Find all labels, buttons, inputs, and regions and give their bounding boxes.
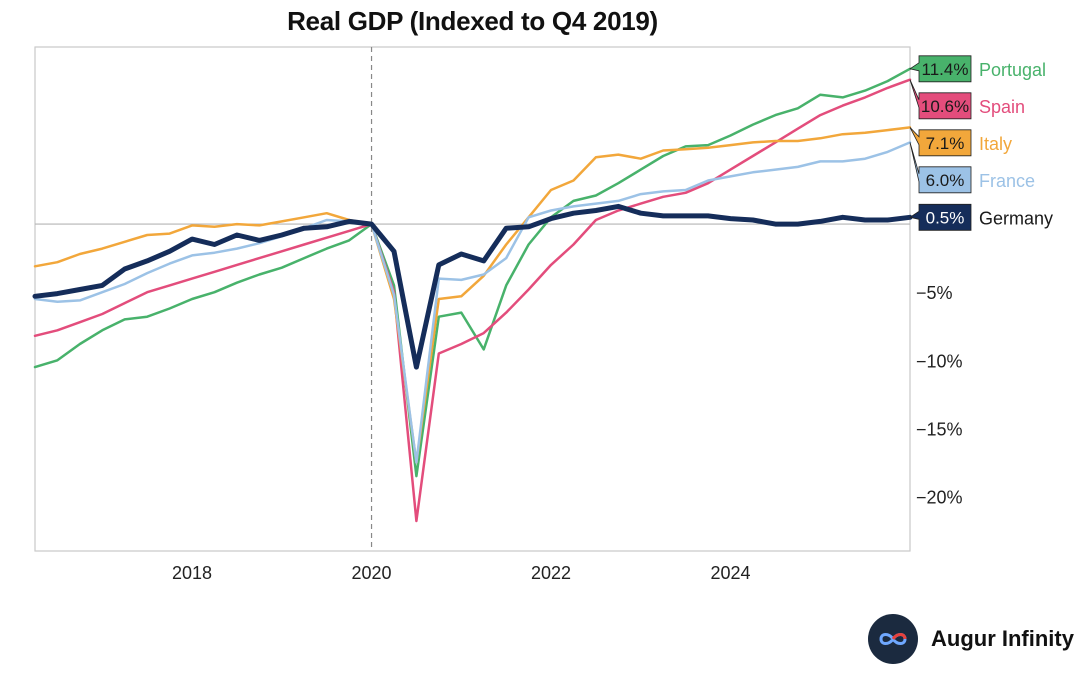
chart-title: Real GDP (Indexed to Q4 2019) (287, 6, 658, 36)
end-value-tag-italy (909, 127, 972, 157)
end-value-tag-spain (909, 79, 972, 120)
end-value-label: 0.5% (926, 208, 965, 227)
brand-name: Augur Infinity (931, 626, 1074, 651)
end-value-label: 7.1% (926, 134, 965, 153)
x-tick-label: 2020 (352, 563, 392, 583)
end-value-tag-germany (908, 203, 972, 231)
end-value-tag-portugal (908, 55, 972, 83)
legend-label-france: France (979, 171, 1035, 191)
series-line-portugal (33, 67, 912, 478)
y-tick-label: −10% (916, 351, 963, 371)
legend-label-portugal: Portugal (979, 60, 1046, 80)
y-tick-label: −15% (916, 419, 963, 439)
series-line-italy (33, 126, 912, 464)
y-tick-label: −20% (916, 488, 963, 508)
y-tick-label: −5% (916, 283, 953, 303)
series-line-germany (32, 203, 913, 370)
series-line-spain (33, 78, 912, 523)
legend-label-italy: Italy (979, 134, 1012, 154)
x-tick-label: 2022 (531, 563, 571, 583)
end-value-tag-france (909, 142, 972, 194)
end-value-label: 11.4% (922, 60, 969, 79)
x-tick-label: 2018 (172, 563, 212, 583)
end-value-label: 6.0% (926, 171, 965, 190)
end-value-label: 10.6% (921, 97, 969, 116)
legend-label-spain: Spain (979, 97, 1025, 117)
series-line-france (33, 141, 912, 464)
plot-area-frame (34, 46, 911, 552)
legend-label-germany: Germany (979, 208, 1053, 228)
infinity-icon (868, 614, 918, 664)
x-tick-label: 2024 (710, 563, 750, 583)
brand-watermark: Augur Infinity (868, 614, 1074, 664)
